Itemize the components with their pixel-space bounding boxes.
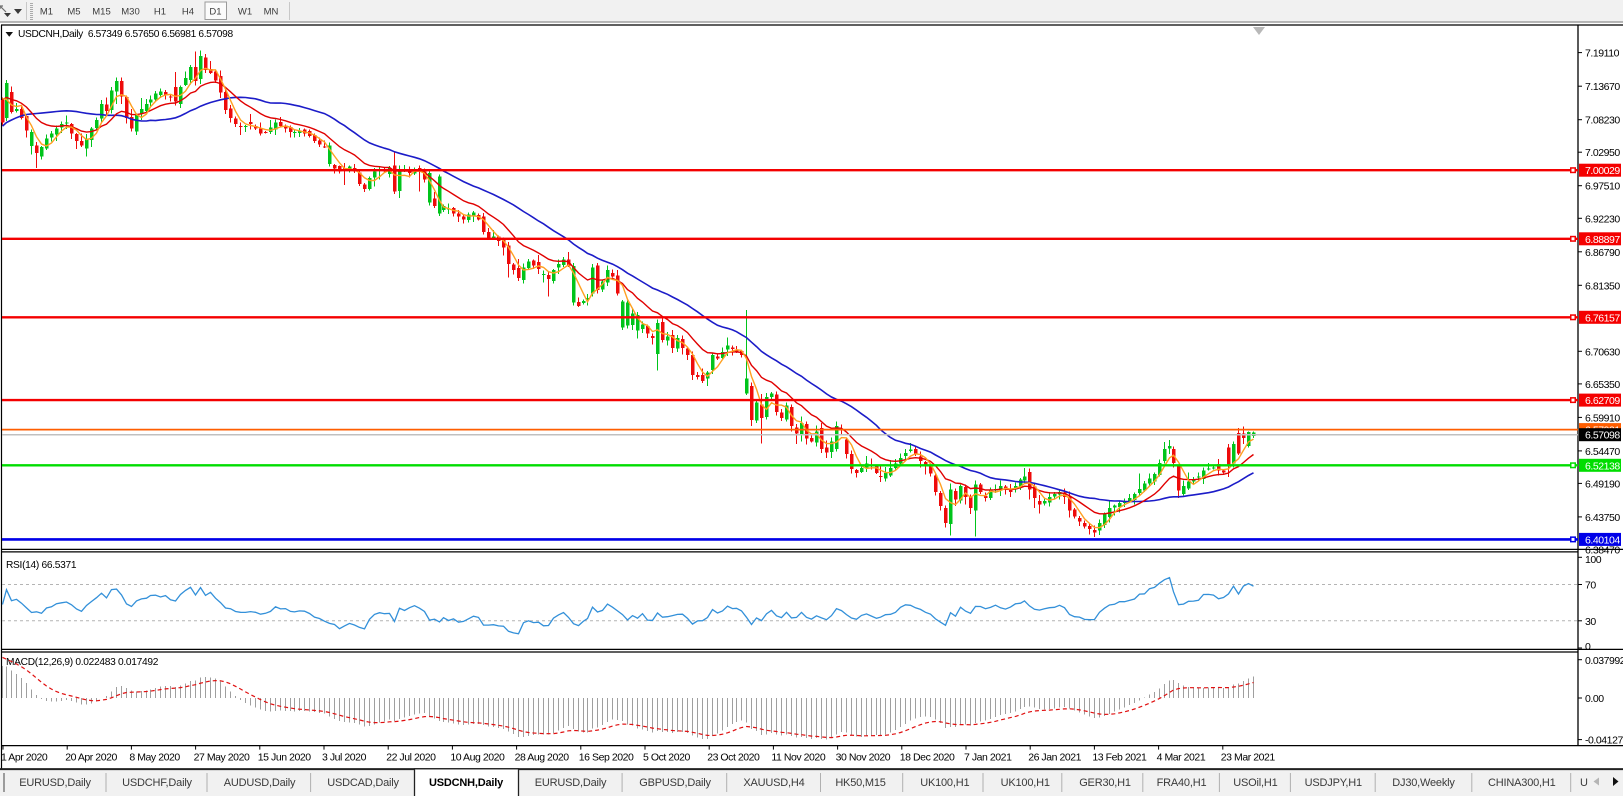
- svg-text:HK50,M15: HK50,M15: [835, 777, 885, 789]
- svg-text:8 May 2020: 8 May 2020: [129, 752, 180, 764]
- svg-text:0.037992: 0.037992: [1585, 655, 1623, 667]
- svg-text:11 Nov 2020: 11 Nov 2020: [771, 752, 825, 764]
- svg-text:6.49190: 6.49190: [1585, 478, 1620, 490]
- svg-text:10 Aug 2020: 10 Aug 2020: [450, 752, 505, 764]
- svg-text:6.38470: 6.38470: [1585, 545, 1620, 557]
- svg-text:6.97510: 6.97510: [1585, 181, 1620, 193]
- svg-text:28 Aug 2020: 28 Aug 2020: [515, 752, 570, 764]
- svg-text:30 Nov 2020: 30 Nov 2020: [836, 752, 891, 764]
- svg-text:0.00: 0.00: [1585, 693, 1604, 705]
- svg-text:6.92230: 6.92230: [1585, 213, 1620, 225]
- svg-text:U: U: [1580, 777, 1588, 789]
- svg-text:3 Jul 2020: 3 Jul 2020: [322, 752, 367, 764]
- svg-text:6.43750: 6.43750: [1585, 512, 1620, 524]
- svg-text:6.54470: 6.54470: [1585, 446, 1620, 458]
- svg-text:CHINA300,H1: CHINA300,H1: [1488, 777, 1556, 789]
- svg-text:M1: M1: [40, 7, 53, 18]
- svg-text:UK100,H1: UK100,H1: [920, 777, 969, 789]
- svg-text:7.19110: 7.19110: [1585, 48, 1620, 60]
- svg-text:-0.041276: -0.041276: [1585, 735, 1623, 747]
- svg-text:6.52138: 6.52138: [1585, 460, 1620, 472]
- svg-text:H4: H4: [182, 7, 194, 18]
- svg-text:6.81350: 6.81350: [1585, 280, 1620, 292]
- svg-text:23 Mar 2021: 23 Mar 2021: [1221, 752, 1276, 764]
- svg-text:7.00029: 7.00029: [1585, 165, 1620, 177]
- svg-text:H1: H1: [154, 7, 166, 18]
- svg-text:100: 100: [1585, 554, 1602, 566]
- svg-text:MACD(12,26,9) 0.022483 0.01749: MACD(12,26,9) 0.022483 0.017492: [6, 657, 159, 668]
- svg-text:D1: D1: [209, 7, 221, 18]
- svg-text:7 Jan 2021: 7 Jan 2021: [964, 752, 1012, 764]
- svg-text:18 Dec 2020: 18 Dec 2020: [900, 752, 955, 764]
- svg-text:USDJPY,H1: USDJPY,H1: [1305, 777, 1362, 789]
- svg-text:30: 30: [1585, 616, 1596, 628]
- svg-text:5 Oct 2020: 5 Oct 2020: [643, 752, 690, 764]
- svg-text:AUDUSD,Daily: AUDUSD,Daily: [224, 777, 296, 789]
- svg-text:22 Jul 2020: 22 Jul 2020: [386, 752, 436, 764]
- svg-text:GBPUSD,Daily: GBPUSD,Daily: [639, 777, 711, 789]
- svg-text:15 Jun 2020: 15 Jun 2020: [258, 752, 311, 764]
- svg-text:FRA40,H1: FRA40,H1: [1157, 777, 1207, 789]
- svg-text:GER30,H1: GER30,H1: [1079, 777, 1131, 789]
- svg-text:W1: W1: [238, 7, 252, 18]
- svg-text:26 Jan 2021: 26 Jan 2021: [1028, 752, 1081, 764]
- svg-text:DJ30,Weekly: DJ30,Weekly: [1392, 777, 1455, 789]
- svg-text:6.57098: 6.57098: [1585, 430, 1620, 442]
- svg-text:16 Sep 2020: 16 Sep 2020: [579, 752, 634, 764]
- svg-text:7.08230: 7.08230: [1585, 115, 1620, 127]
- svg-text:M15: M15: [92, 7, 110, 18]
- svg-text:4 Mar 2021: 4 Mar 2021: [1157, 752, 1206, 764]
- svg-text:6.62709: 6.62709: [1585, 395, 1620, 407]
- svg-text:6.59910: 6.59910: [1585, 412, 1620, 424]
- svg-text:USOil,H1: USOil,H1: [1233, 777, 1277, 789]
- svg-text:70: 70: [1585, 580, 1596, 592]
- svg-text:20 Apr 2020: 20 Apr 2020: [65, 752, 117, 764]
- svg-text:6.70630: 6.70630: [1585, 346, 1620, 358]
- svg-text:23 Oct 2020: 23 Oct 2020: [707, 752, 760, 764]
- svg-text:UK100,H1: UK100,H1: [1001, 777, 1050, 789]
- svg-text:MN: MN: [264, 7, 279, 18]
- svg-text:7.13670: 7.13670: [1585, 81, 1620, 93]
- svg-text:6.40104: 6.40104: [1585, 534, 1620, 546]
- svg-text:EURUSD,Daily: EURUSD,Daily: [535, 777, 607, 789]
- svg-text:M5: M5: [67, 7, 80, 18]
- svg-text:USDCNH,Daily 6.57349 6.57650: USDCNH,Daily 6.57349 6.57650 6.56981 6.5…: [18, 29, 233, 40]
- svg-text:6.76157: 6.76157: [1585, 312, 1620, 324]
- svg-text:6.65350: 6.65350: [1585, 379, 1620, 391]
- svg-text:27 May 2020: 27 May 2020: [194, 752, 250, 764]
- svg-text:6.88897: 6.88897: [1585, 234, 1620, 246]
- svg-text:M30: M30: [121, 7, 139, 18]
- svg-text:6.86790: 6.86790: [1585, 247, 1620, 259]
- svg-text:USDCHF,Daily: USDCHF,Daily: [122, 777, 192, 789]
- svg-text:7.02950: 7.02950: [1585, 147, 1620, 159]
- svg-text:0: 0: [1585, 641, 1591, 653]
- svg-text:USDCNH,Daily: USDCNH,Daily: [429, 777, 504, 789]
- svg-text:USDCAD,Daily: USDCAD,Daily: [327, 777, 399, 789]
- svg-text:EURUSD,Daily: EURUSD,Daily: [19, 777, 91, 789]
- svg-text:XAUUSD,H4: XAUUSD,H4: [743, 777, 804, 789]
- svg-text:13 Feb 2021: 13 Feb 2021: [1092, 752, 1147, 764]
- svg-text:1 Apr 2020: 1 Apr 2020: [1, 752, 48, 764]
- svg-text:RSI(14) 66.5371: RSI(14) 66.5371: [6, 560, 77, 571]
